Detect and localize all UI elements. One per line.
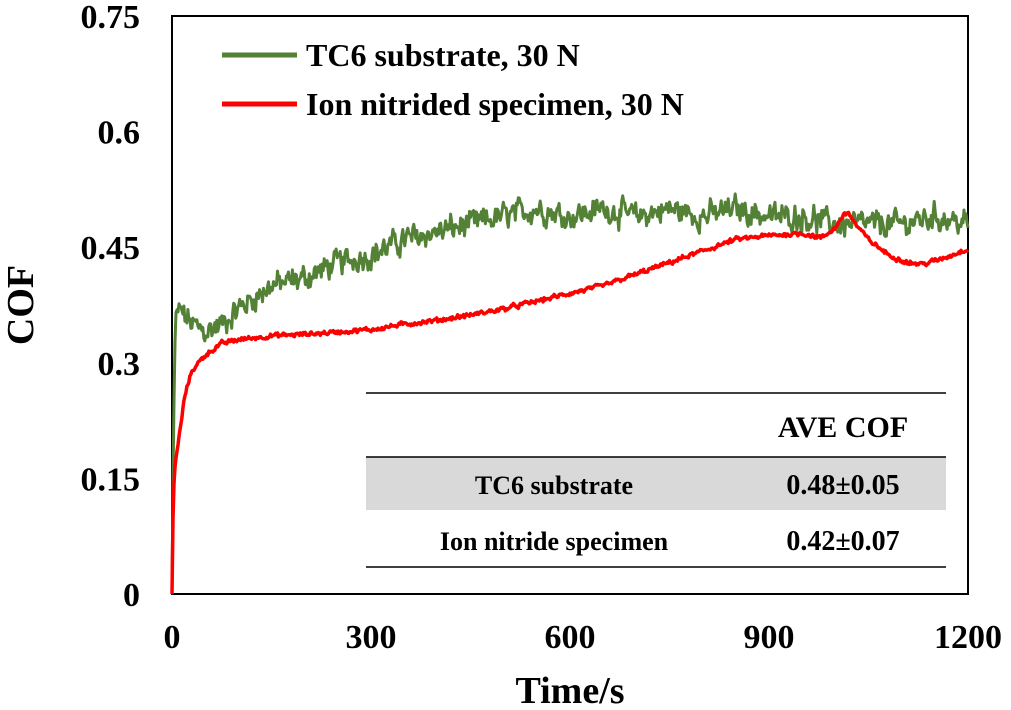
x-tick-label: 0 [164, 619, 181, 656]
y-tick-label: 0.6 [98, 115, 141, 152]
legend: TC6 substrate, 30 N Ion nitrided specime… [222, 37, 684, 122]
table-header: AVE COF [778, 411, 908, 444]
legend-label-tc6: TC6 substrate, 30 N [306, 37, 580, 73]
y-tick-label: 0.15 [81, 461, 141, 498]
table-row-value: 0.48±0.05 [786, 470, 899, 501]
x-tick-label: 300 [346, 619, 397, 656]
plot-frame [171, 15, 969, 595]
ave-cof-table: AVE COF TC6 substrate 0.48±0.05 Ion nitr… [366, 392, 946, 568]
legend-label-ion: Ion nitrided specimen, 30 N [306, 86, 684, 122]
series-line [170, 210, 970, 595]
table-row-label: TC6 substrate [475, 471, 633, 500]
y-axis-ticks: 0 0.15 0.3 0.45 0.6 0.75 [81, 0, 141, 614]
x-axis-ticks: 0 300 600 900 1200 [164, 619, 1003, 656]
x-tick-label: 1200 [934, 619, 1002, 656]
table-row-label: Ion nitride specimen [440, 527, 669, 556]
y-tick-label: 0.45 [81, 230, 141, 267]
y-tick-label: 0.3 [98, 346, 141, 383]
y-tick-label: 0 [123, 577, 140, 614]
table-row-shade [366, 457, 946, 510]
x-tick-label: 900 [744, 619, 795, 656]
y-axis-title: COF [0, 265, 42, 345]
x-tick-label: 600 [545, 619, 596, 656]
table-row-value: 0.42±0.07 [786, 526, 899, 557]
series-layer [170, 192, 970, 595]
y-tick-label: 0.75 [81, 0, 141, 36]
x-axis-title: Time/s [515, 670, 624, 710]
